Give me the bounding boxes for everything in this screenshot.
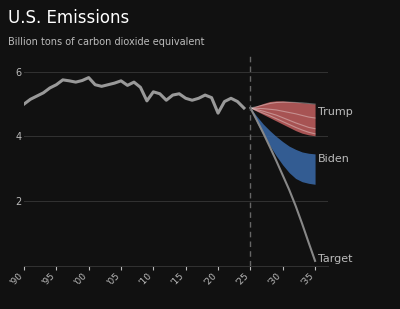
Text: Biden: Biden bbox=[318, 154, 350, 164]
Text: Target: Target bbox=[318, 254, 353, 264]
Text: Trump: Trump bbox=[318, 107, 353, 117]
Text: Billion tons of carbon dioxide equivalent: Billion tons of carbon dioxide equivalen… bbox=[8, 37, 204, 47]
Text: U.S. Emissions: U.S. Emissions bbox=[8, 9, 129, 27]
